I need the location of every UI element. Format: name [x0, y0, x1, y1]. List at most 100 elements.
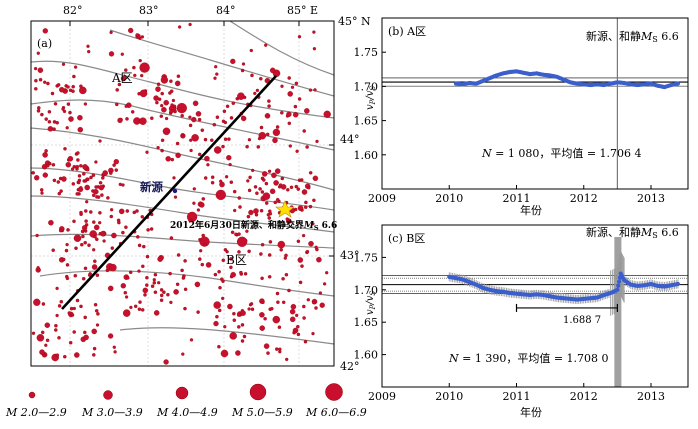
- epicenter-dot: [227, 137, 231, 141]
- data-point: [616, 279, 622, 284]
- epicenter-dot: [98, 185, 105, 191]
- epicenter-dot: [267, 169, 272, 173]
- epicenter-dot: [135, 209, 139, 213]
- panel-label-a: (a): [37, 37, 52, 50]
- epicenter-dot: [110, 246, 115, 250]
- epicenter-dot: [227, 303, 233, 310]
- epicenter-dot: [277, 325, 282, 329]
- epicenter-dot: [120, 75, 127, 82]
- x-tick-label: 2012: [570, 390, 598, 403]
- y-tick-label: 1.60: [354, 349, 379, 362]
- epicenter-dot: [125, 209, 130, 213]
- epicenter-dot: [223, 325, 227, 329]
- epicenter-dot: [215, 189, 226, 201]
- epicenter-dot: [157, 281, 161, 285]
- epicenter-dot: [175, 141, 180, 146]
- epicenter-dot: [210, 180, 215, 185]
- epicenter-dot: [117, 220, 121, 225]
- chart-b-xlabel: 年份: [520, 203, 542, 217]
- epicenter-dot: [93, 234, 97, 239]
- epicenter-dot: [163, 99, 169, 106]
- epicenter-dot: [250, 307, 255, 311]
- epicenter-dot: [222, 109, 227, 114]
- epicenter-dot: [59, 299, 64, 304]
- epicenter-dot: [72, 74, 76, 79]
- epicenter-dot: [269, 188, 276, 195]
- epicenter-dot: [305, 145, 309, 149]
- epicenter-dot: [112, 345, 116, 349]
- epicenter-dot: [288, 144, 292, 148]
- epicenter-dot: [248, 175, 252, 180]
- epicenter-dot: [289, 316, 296, 323]
- epicenter-dot: [142, 244, 146, 249]
- epicenter-dot: [83, 266, 88, 271]
- epicenter-dot: [175, 152, 181, 159]
- epicenter-dot: [140, 308, 145, 312]
- epicenter-dot: [247, 138, 252, 142]
- epicenter-dot: [87, 243, 91, 247]
- epicenter-dot: [213, 301, 221, 309]
- epicenter-dot: [81, 276, 86, 281]
- data-point: [675, 281, 681, 287]
- region-a-label: A区: [111, 71, 133, 85]
- epicenter-dot: [93, 302, 98, 307]
- epicenter-dot: [301, 189, 308, 195]
- lon-tick-82: 82°: [63, 4, 83, 17]
- epicenter-dot: [120, 52, 124, 56]
- epicenter-dot: [54, 328, 58, 332]
- epicenter-dot: [236, 236, 248, 247]
- epicenter-dot: [259, 208, 264, 213]
- epicenter-dot: [231, 101, 236, 105]
- epicenter-dot: [94, 160, 98, 164]
- epicenter-dot: [83, 334, 89, 341]
- epicenter-dot: [72, 219, 76, 224]
- epicenter-dot: [286, 111, 292, 117]
- chart-b-background: [382, 18, 688, 189]
- epicenter-dot: [239, 270, 243, 275]
- epicenter-dot: [118, 208, 125, 215]
- epicenter-dot: [70, 313, 75, 317]
- epicenter-dot: [253, 91, 257, 96]
- epicenter-dot: [311, 222, 315, 226]
- epicenter-dot: [123, 290, 128, 295]
- epicenter-dot: [107, 333, 114, 339]
- epicenter-dot: [189, 148, 193, 153]
- epicenter-dot: [137, 243, 142, 248]
- epicenter-dot: [57, 191, 62, 196]
- epicenter-dot: [132, 210, 137, 215]
- epicenter-dot: [275, 291, 280, 296]
- epicenter-dot: [243, 272, 248, 276]
- epicenter-dot: [199, 249, 203, 253]
- epicenter-dot: [204, 155, 210, 162]
- epicenter-dot: [34, 87, 38, 91]
- epicenter-dot: [122, 309, 131, 317]
- epicenter-dot: [172, 176, 176, 180]
- epicenter-dot: [141, 264, 145, 269]
- epicenter-dot: [213, 146, 222, 154]
- epicenter-dot: [55, 120, 59, 125]
- epicenter-dot: [42, 28, 48, 34]
- epicenter-dot: [192, 100, 199, 107]
- epicenter-dot: [296, 332, 301, 337]
- lat-tick-45: 45° N: [338, 15, 371, 28]
- epicenter-dot: [140, 73, 144, 78]
- epicenter-dot: [296, 239, 301, 244]
- epicenter-dot: [124, 68, 128, 72]
- epicenter-dot: [91, 264, 98, 270]
- epicenter-dot: [295, 149, 299, 153]
- epicenter-dot: [230, 58, 236, 65]
- epicenter-dot: [261, 171, 268, 177]
- epicenter-dot: [98, 221, 102, 225]
- epicenter-dot: [192, 201, 196, 205]
- epicenter-dot: [133, 304, 138, 309]
- epicenter-dot: [94, 185, 98, 189]
- epicenter-dot: [162, 290, 166, 294]
- epicenter-dot: [203, 137, 208, 142]
- epicenter-dot: [55, 286, 59, 291]
- epicenter-dot: [237, 232, 241, 236]
- epicenter-dot: [176, 253, 181, 257]
- epicenter-dot: [169, 236, 174, 240]
- epicenter-dot: [195, 111, 202, 117]
- epicenter-dot: [325, 271, 329, 275]
- epicenter-dot: [312, 300, 316, 305]
